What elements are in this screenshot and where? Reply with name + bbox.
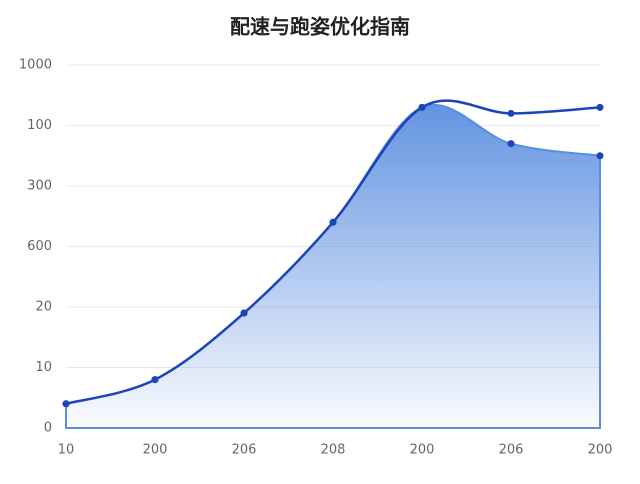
point <box>240 309 248 317</box>
y-tick-label: 10 <box>35 360 52 375</box>
point <box>507 140 515 148</box>
y-tick-label: 600 <box>27 239 52 254</box>
point <box>62 400 70 408</box>
area <box>65 104 601 429</box>
x-tick-label: 200 <box>410 443 435 458</box>
point <box>507 109 515 117</box>
point <box>418 103 426 111</box>
point <box>596 152 604 160</box>
x-tick-label: 200 <box>143 443 168 458</box>
point <box>596 103 604 111</box>
point <box>151 376 159 384</box>
chart-title: 配速与跑姿优化指南 <box>230 15 410 39</box>
y-tick-label: 0 <box>44 421 52 436</box>
y-tick-label: 1000 <box>19 58 52 73</box>
x-tick-label: 200 <box>588 443 613 458</box>
point <box>329 218 337 226</box>
x-tick-label: 10 <box>58 443 75 458</box>
x-tick-label: 206 <box>499 443 524 458</box>
y-tick-label: 300 <box>27 179 52 194</box>
x-tick-label: 208 <box>321 443 346 458</box>
x-tick-label: 206 <box>232 443 257 458</box>
y-tick-label: 20 <box>35 300 52 315</box>
y-tick-label: 100 <box>27 118 52 133</box>
